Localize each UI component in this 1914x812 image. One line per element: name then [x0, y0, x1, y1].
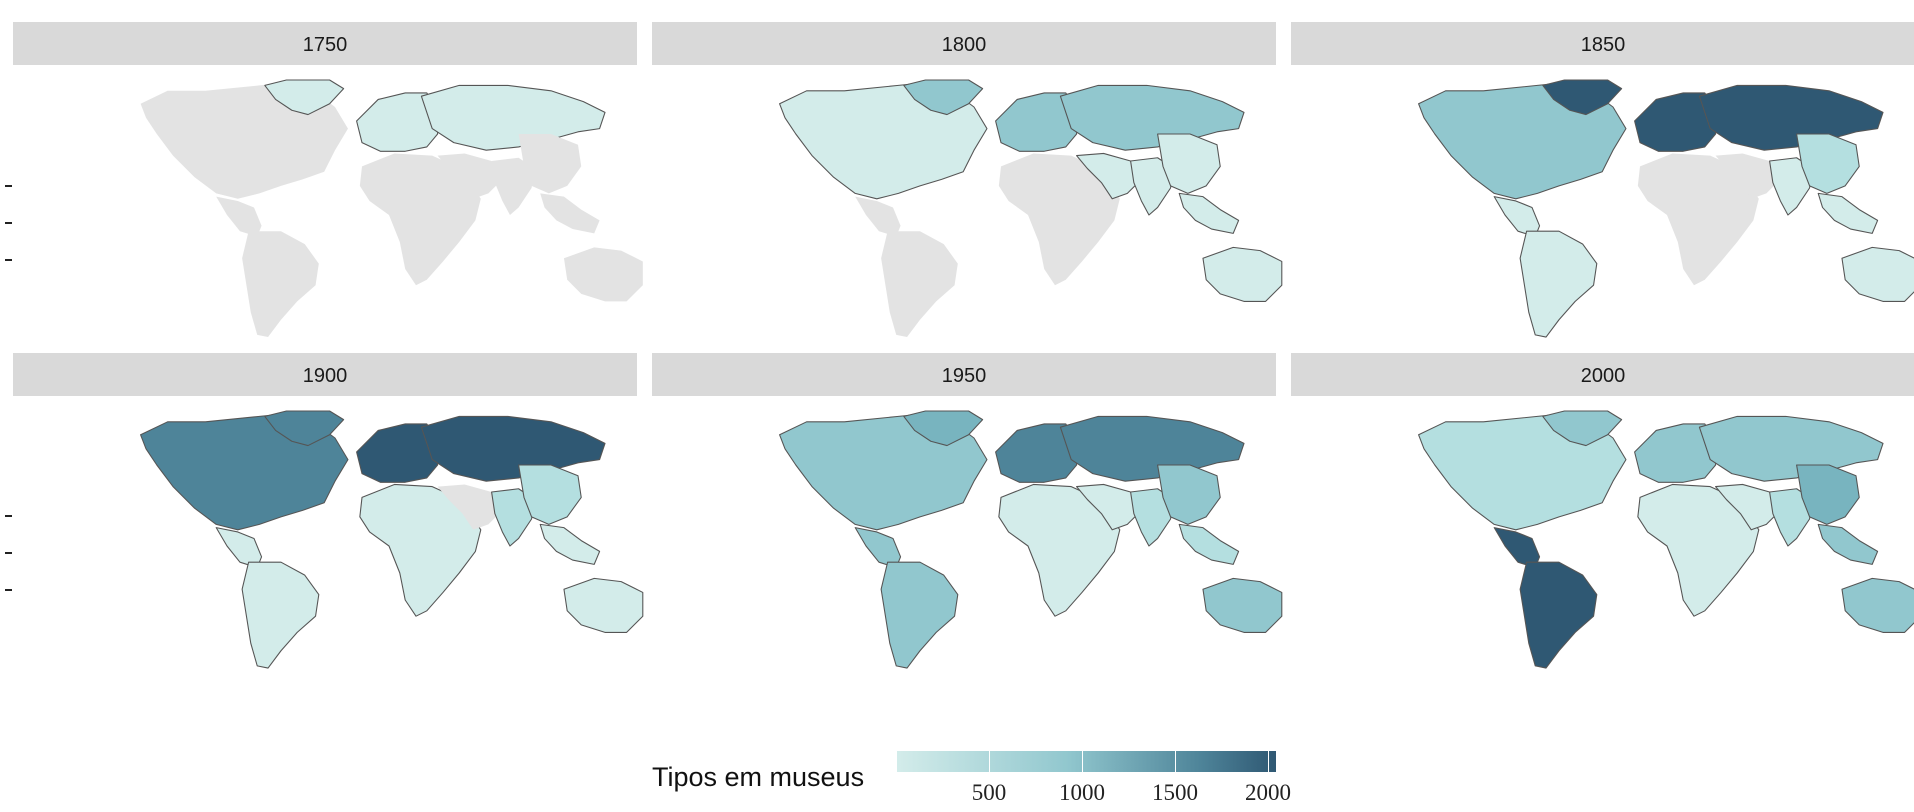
- region-europe: [356, 92, 439, 152]
- map-panel-1800: 1800: [652, 22, 1283, 338]
- region-russia: [1059, 84, 1245, 151]
- legend-tick: [1175, 751, 1176, 772]
- region-middle-east: [437, 153, 503, 199]
- region-southeast-asia: [1178, 523, 1240, 565]
- region-greenland: [903, 79, 984, 116]
- region-australia: [1841, 246, 1914, 302]
- legend-tick-label: 2000: [1245, 780, 1291, 805]
- region-australia: [1841, 577, 1914, 633]
- region-europe: [356, 423, 439, 483]
- region-central-america: [854, 527, 902, 569]
- region-middle-east: [437, 484, 503, 530]
- panel-strip: [1291, 22, 1914, 65]
- region-east-asia: [518, 464, 582, 525]
- world-map: [140, 79, 643, 338]
- region-russia: [1698, 415, 1884, 482]
- region-southeast-asia: [1178, 192, 1240, 234]
- legend-colorbar: [897, 751, 1276, 772]
- region-africa: [1637, 153, 1759, 286]
- region-australia: [1202, 246, 1283, 302]
- region-southeast-asia: [1817, 192, 1879, 234]
- panel-strip: [652, 353, 1276, 396]
- region-southeast-asia: [539, 523, 601, 565]
- region-greenland: [1542, 79, 1623, 116]
- region-central-america: [216, 196, 262, 237]
- panel-year-label: 1850: [1581, 34, 1626, 56]
- region-southeast-asia: [1817, 523, 1879, 565]
- region-middle-east: [1076, 483, 1142, 531]
- region-south-america: [241, 561, 320, 669]
- region-central-america: [855, 196, 901, 237]
- region-europe: [1634, 92, 1717, 152]
- region-south-america: [1519, 561, 1598, 669]
- panel-year-label: 1800: [942, 34, 987, 56]
- region-greenland: [1542, 410, 1623, 447]
- legend-tick-label: 500: [971, 780, 1007, 805]
- region-south-america: [1519, 230, 1598, 338]
- panel-strip: [1291, 353, 1914, 396]
- region-russia: [1059, 415, 1245, 482]
- legend-tick: [1268, 751, 1269, 772]
- region-east-asia: [1796, 133, 1860, 194]
- region-middle-east: [1715, 153, 1781, 199]
- map-panel-1750: 1750: [13, 22, 643, 338]
- region-australia: [563, 577, 644, 633]
- region-south-america: [242, 231, 319, 338]
- legend-title: Tipos em museus: [652, 762, 865, 792]
- left-axis-ticks: [5, 185, 12, 591]
- region-europe: [1634, 423, 1717, 483]
- region-southeast-asia: [540, 193, 600, 234]
- region-russia: [1698, 84, 1884, 151]
- panel-strip: [13, 353, 637, 396]
- region-south-america: [880, 561, 959, 669]
- map-panel-1900: 1900: [13, 353, 644, 669]
- world-map: [1418, 410, 1914, 669]
- region-middle-east: [1076, 152, 1142, 200]
- region-europe: [995, 92, 1078, 152]
- region-central-america: [215, 527, 263, 569]
- panel-year-label: 2000: [1581, 365, 1626, 387]
- region-greenland: [264, 79, 345, 116]
- region-east-asia: [1157, 133, 1221, 194]
- region-australia: [1202, 577, 1283, 633]
- world-map: [779, 79, 1283, 338]
- region-africa: [998, 153, 1120, 286]
- legend-tick-label: 1500: [1152, 780, 1198, 805]
- region-russia: [420, 415, 606, 482]
- panel-strip: [652, 22, 1276, 65]
- region-australia: [563, 247, 643, 302]
- region-south-asia: [491, 157, 535, 215]
- panel-strip: [13, 22, 637, 65]
- region-greenland: [903, 410, 984, 447]
- region-central-america: [1493, 196, 1541, 238]
- region-greenland: [264, 410, 345, 447]
- region-east-asia: [1157, 464, 1221, 525]
- legend-tick-label: 1000: [1059, 780, 1105, 805]
- region-russia: [420, 84, 606, 151]
- world-map: [140, 410, 644, 669]
- region-east-asia: [1796, 464, 1860, 525]
- panel-year-label: 1950: [942, 365, 987, 387]
- map-panel-2000: 2000: [1291, 353, 1914, 669]
- region-south-america: [881, 231, 958, 338]
- panel-year-label: 1750: [303, 34, 348, 56]
- map-panel-1950: 1950: [652, 353, 1283, 669]
- region-central-america: [1493, 527, 1541, 569]
- region-middle-east: [1715, 483, 1781, 531]
- legend-tick: [1082, 751, 1083, 772]
- world-map: [1418, 79, 1914, 338]
- region-europe: [995, 423, 1078, 483]
- panel-year-label: 1900: [303, 365, 348, 387]
- world-map: [779, 410, 1283, 669]
- region-africa: [359, 153, 481, 286]
- legend-tick: [989, 751, 990, 772]
- map-panel-1850: 1850: [1291, 22, 1914, 338]
- region-east-asia: [518, 134, 582, 194]
